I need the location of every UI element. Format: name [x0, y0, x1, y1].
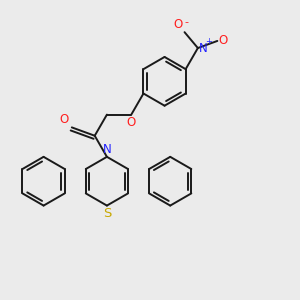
Text: O: O — [174, 18, 183, 31]
Text: S: S — [103, 207, 111, 220]
Text: O: O — [60, 113, 69, 126]
Text: +: + — [205, 37, 212, 46]
Text: N: N — [199, 41, 208, 55]
Text: O: O — [219, 34, 228, 47]
Text: -: - — [185, 17, 189, 27]
Text: N: N — [103, 143, 111, 156]
Text: O: O — [127, 116, 136, 129]
